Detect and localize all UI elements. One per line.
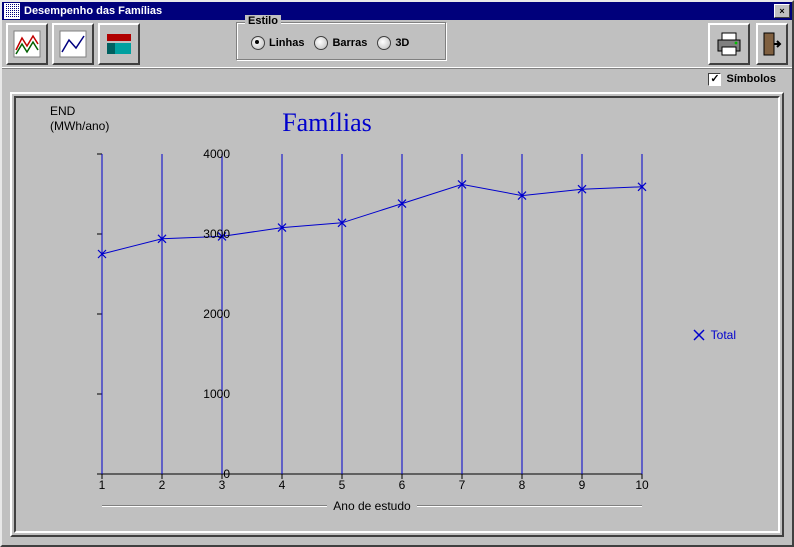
print-button[interactable]	[708, 23, 750, 65]
chart-title: Famílias	[16, 108, 638, 138]
style-groupbox: Estilo Linhas Barras 3D	[236, 22, 446, 60]
style-group-label: Estilo	[245, 15, 281, 27]
app-window: Desempenho das Famílias ×	[0, 0, 794, 547]
chart-plot-area	[102, 154, 642, 474]
y-tick-label: 1000	[192, 387, 230, 401]
y-tick-label: 4000	[192, 147, 230, 161]
tool-chart1-button[interactable]	[6, 23, 48, 65]
radio-linhas[interactable]: Linhas	[251, 36, 304, 50]
x-tick-label: 8	[519, 478, 526, 492]
radio-icon	[377, 36, 391, 50]
x-tick-label: 7	[459, 478, 466, 492]
style-radio-row: Linhas Barras 3D	[237, 23, 445, 61]
x-tick-label: 6	[399, 478, 406, 492]
window-title: Desempenho das Famílias	[24, 5, 774, 17]
radio-3d-label: 3D	[395, 37, 409, 49]
exit-icon	[758, 30, 786, 58]
axis-title-rule-left	[102, 505, 327, 507]
radio-icon	[251, 36, 265, 50]
symbols-checkbox[interactable]	[708, 73, 721, 86]
printer-icon	[715, 30, 743, 58]
data-config-icon	[105, 30, 133, 58]
tool-table-button[interactable]	[98, 23, 140, 65]
symbols-row: Símbolos	[2, 69, 792, 89]
chart-svg	[102, 154, 642, 474]
radio-3d[interactable]: 3D	[377, 36, 409, 50]
line-chart-icon	[59, 30, 87, 58]
x-tick-label: 3	[219, 478, 226, 492]
radio-barras-label: Barras	[332, 37, 367, 49]
y-tick-label: 3000	[192, 227, 230, 241]
x-tick-label: 4	[279, 478, 286, 492]
app-icon	[4, 3, 20, 19]
radio-icon	[314, 36, 328, 50]
chart-panel: END (MWh/ano) Famílias 01000200030004000…	[10, 92, 784, 537]
radio-linhas-label: Linhas	[269, 37, 304, 49]
tool-chart2-button[interactable]	[52, 23, 94, 65]
x-tick-label: 1	[99, 478, 106, 492]
x-tick-label: 10	[635, 478, 648, 492]
symbols-label: Símbolos	[726, 73, 776, 85]
multiline-chart-icon	[13, 30, 41, 58]
x-tick-label: 9	[579, 478, 586, 492]
x-axis-title-row: Ano de estudo	[102, 499, 642, 513]
toolbar-right	[708, 23, 788, 65]
y-tick-label: 2000	[192, 307, 230, 321]
legend-marker-icon	[693, 329, 705, 341]
title-bar: Desempenho das Famílias ×	[2, 2, 792, 20]
close-button[interactable]: ×	[774, 4, 790, 18]
radio-barras[interactable]: Barras	[314, 36, 367, 50]
axis-title-rule-right	[417, 505, 642, 507]
x-tick-label: 2	[159, 478, 166, 492]
chart-panel-inner: END (MWh/ano) Famílias 01000200030004000…	[14, 96, 780, 533]
chart-legend: Total	[693, 328, 736, 342]
legend-label: Total	[711, 328, 736, 342]
x-tick-label: 5	[339, 478, 346, 492]
x-axis-title: Ano de estudo	[333, 499, 410, 513]
exit-button[interactable]	[756, 23, 788, 65]
toolbar: Estilo Linhas Barras 3D	[2, 20, 792, 69]
